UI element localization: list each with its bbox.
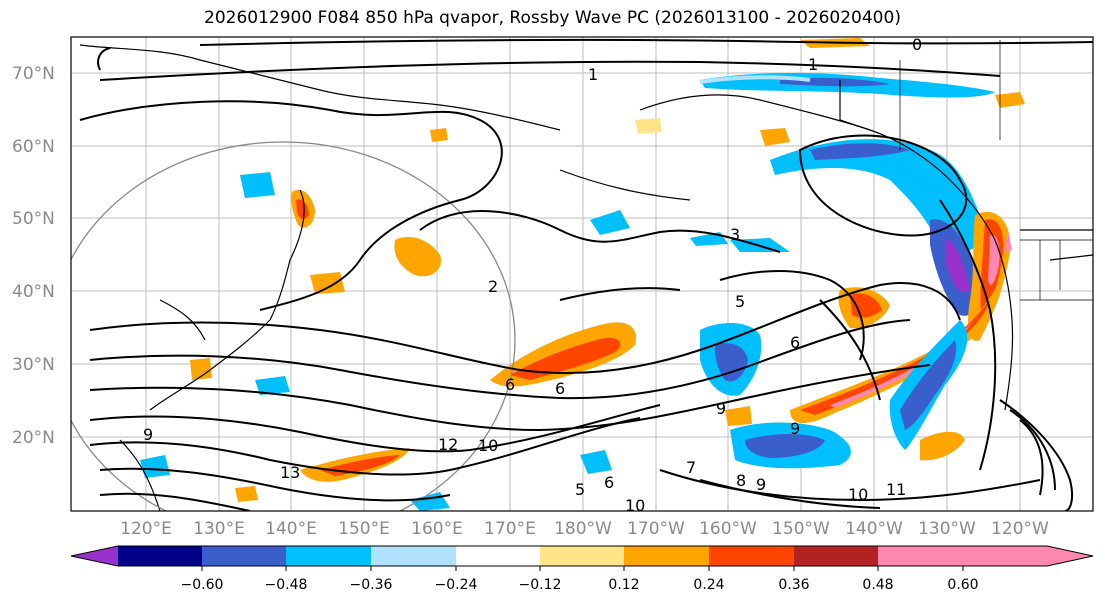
lon-label: 150°W [772,519,830,539]
map-layers: 0 1 1 2 3 5 6 6 6 9 9 9 10 10 10 11 12 1… [71,35,1093,515]
contour-label: 5 [735,292,745,311]
lon-label: 120°W [991,519,1049,539]
colorbar-tick-label: −0.12 [519,577,562,593]
colorbar-bin [202,546,286,566]
colorbar-bin [794,546,878,566]
lat-label: 70°N [12,64,55,84]
rossby-wave-region-circle [71,141,516,511]
contour-label: 6 [604,473,614,492]
contour-label: 1 [588,65,598,84]
contour-label: 9 [790,419,800,438]
lon-label: 130°W [918,519,976,539]
contour-label: 8 [736,471,746,490]
contour-labels: 0 1 1 2 3 5 6 6 6 9 9 9 10 10 10 11 12 1… [143,35,922,515]
colorbar-bin [286,546,371,566]
contour-label: 10 [478,436,498,455]
contour-label: 12 [438,435,458,454]
contour-label: 3 [730,225,740,244]
colorbar-tick-label: 0.24 [693,577,724,593]
colorbar-tick-label: −0.60 [181,577,224,593]
contour-label: 9 [143,425,153,444]
plot-frame [70,36,1094,512]
contour-label: 0 [912,35,922,54]
contour-label: 1 [808,55,818,74]
colorbar-tick-label: 0.60 [947,577,978,593]
colorbar-bin [456,546,540,566]
lon-label: 160°W [699,519,757,539]
latitude-labels: 70°N 60°N 50°N 40°N 30°N 20°N [12,64,55,448]
contour-label: 9 [716,399,726,418]
lat-label: 20°N [12,428,55,448]
contour-label: 11 [886,480,906,499]
lon-label: 130°E [193,519,245,539]
colorbar-tick-labels: −0.60 −0.48 −0.36 −0.24 −0.12 0.12 0.24 … [181,577,979,593]
contour-label: 13 [280,463,300,482]
longitude-labels: 120°E 130°E 140°E 150°E 160°E 170°E 180°… [120,519,1049,539]
contour-label: 6 [555,379,565,398]
lon-label: 180°W [554,519,612,539]
map-title: 2026012900 F084 850 hPa qvapor, Rossby W… [204,8,901,28]
colorbar-tick-label: −0.36 [350,577,393,593]
lat-label: 30°N [12,355,55,375]
contour-label: 7 [686,458,696,477]
contour-label: 9 [756,475,766,494]
colorbar-bin [624,546,709,566]
colorbar-tick-label: −0.48 [265,577,308,593]
colorbar-bin [878,546,963,566]
colorbar-extend-low [71,546,118,566]
colorbar-tick-label: −0.24 [435,577,478,593]
colorbar-tick-label: 0.12 [608,577,639,593]
colorbar-outline [70,545,1094,567]
colorbar-bin [709,546,794,566]
contour-label: 10 [625,496,645,515]
contour-label: 6 [790,333,800,352]
colorbar-bin [540,546,624,566]
coastlines [79,44,1093,511]
colorbar-ticks [201,566,964,571]
political-borders [899,40,1093,301]
colorbar-bin [371,546,456,566]
colorbar-tick-label: 0.36 [778,577,809,593]
lon-label: 140°W [845,519,903,539]
contour-label: 10 [848,485,868,504]
lat-label: 60°N [12,137,55,157]
qvapor-contours [79,38,1093,511]
lat-label: 50°N [12,209,55,229]
lon-label: 120°E [120,519,172,539]
lon-label: 150°E [338,519,390,539]
contour-label: 2 [488,277,498,296]
colorbar-tick-label: 0.48 [862,577,893,593]
colorbar: −0.60 −0.48 −0.36 −0.24 −0.12 0.12 0.24 … [70,545,1094,593]
contour-label: 5 [575,480,585,499]
lat-label: 40°N [12,282,55,302]
contour-label: 6 [505,375,515,394]
lon-label: 160°E [411,519,463,539]
colorbar-extend-high [963,546,1093,566]
lon-label: 170°E [484,519,536,539]
colorbar-bin [118,546,202,566]
lon-label: 170°W [627,519,685,539]
lon-label: 140°E [265,519,317,539]
